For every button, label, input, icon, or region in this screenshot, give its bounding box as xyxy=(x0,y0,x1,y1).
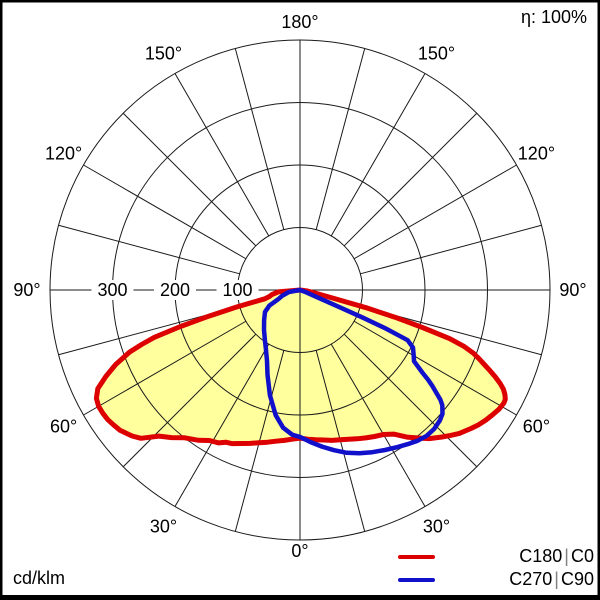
grid-spoke xyxy=(122,333,257,468)
legend-label: C270 | C90 xyxy=(509,569,594,589)
legend-line-blue-icon xyxy=(398,577,435,582)
angle-label: 150° xyxy=(418,44,455,64)
grid-spoke xyxy=(330,73,426,237)
grid-spoke xyxy=(360,224,542,275)
angle-label: 120° xyxy=(518,144,555,164)
grid-spoke xyxy=(234,48,285,230)
legend: C180 | C0 C270 | C90 xyxy=(398,545,594,591)
curve-c270-c90 xyxy=(261,287,445,456)
legend-item-c270-c90: C270 | C90 xyxy=(398,568,594,591)
angle-label: 180° xyxy=(281,12,318,32)
angle-label: 90° xyxy=(559,280,586,300)
legend-line-red-icon xyxy=(398,554,435,559)
angle-label: 0° xyxy=(291,541,308,561)
angle-label: 120° xyxy=(45,144,82,164)
curve-c180-c0 xyxy=(93,287,508,447)
grid-spoke xyxy=(174,73,270,237)
grid-spoke xyxy=(315,48,366,230)
grid-spoke xyxy=(174,343,270,507)
angle-label: 90° xyxy=(13,280,40,300)
grid-spoke xyxy=(343,112,478,247)
legend-item-c180-c0: C180 | C0 xyxy=(398,545,594,568)
angle-label: 150° xyxy=(145,44,182,64)
beam-fill xyxy=(96,290,506,444)
unit-label: cd/klm xyxy=(13,568,66,588)
grid-spoke xyxy=(330,343,426,507)
grid-spoke xyxy=(58,224,240,275)
angle-label: 30° xyxy=(150,516,177,536)
grid-spoke xyxy=(343,333,478,468)
radial-tick-bg xyxy=(216,280,259,300)
grid-spoke xyxy=(353,320,517,416)
grid-spoke xyxy=(83,164,247,260)
grid-spoke xyxy=(353,164,517,260)
radial-tick-bg xyxy=(154,280,196,300)
grid-spoke xyxy=(83,320,247,416)
radial-tick-label: 200 xyxy=(160,280,190,300)
efficiency-label: η: 100% xyxy=(520,7,587,27)
angle-label: 60° xyxy=(523,417,550,437)
grid-spoke xyxy=(122,112,257,247)
legend-label: C180 | C0 xyxy=(519,546,594,566)
angle-label: 30° xyxy=(423,516,450,536)
angle-label: 60° xyxy=(50,417,77,437)
radial-tick-label: 300 xyxy=(97,280,127,300)
radial-tick-bg xyxy=(91,280,134,300)
radial-tick-label: 100 xyxy=(222,280,252,300)
